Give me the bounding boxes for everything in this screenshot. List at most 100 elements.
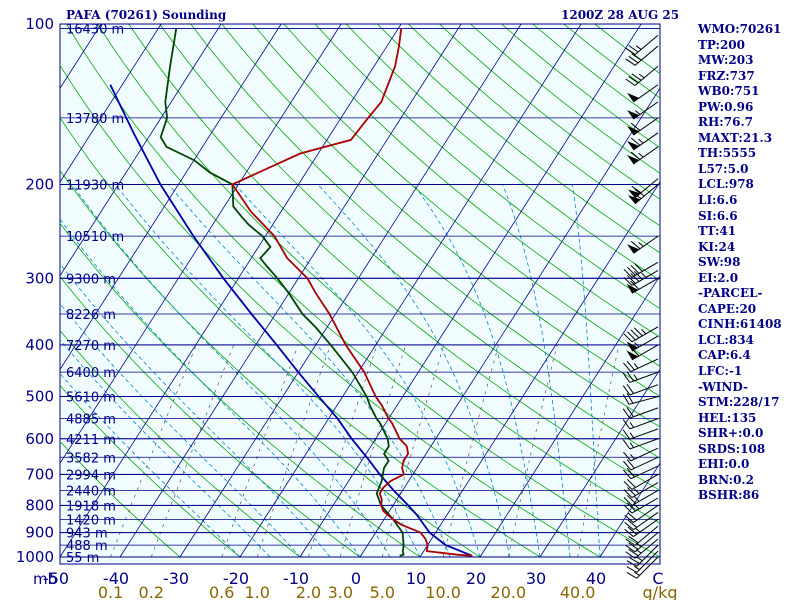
wind-barb-full-feather xyxy=(623,333,633,343)
wind-barb xyxy=(623,482,659,498)
temperature-tick-label: -30 xyxy=(163,569,189,588)
wind-barb-full-feather xyxy=(624,514,634,523)
isotherm xyxy=(60,24,402,558)
wind-barb-staff xyxy=(636,550,659,573)
wind-barb-full-feather xyxy=(628,535,639,544)
height-label: 5610 m xyxy=(66,391,116,406)
index-item: L57:5.0 xyxy=(698,161,749,176)
wind-barb-pennant xyxy=(627,244,640,254)
sounding-title: PAFA (70261) Sounding xyxy=(66,8,227,22)
pressure-axis-label: mb xyxy=(33,570,57,588)
wind-barb-staff xyxy=(629,428,659,440)
index-item: -PARCEL- xyxy=(698,286,763,301)
temperature-unit-label: C xyxy=(652,569,663,588)
wind-barb-full-feather xyxy=(627,266,636,276)
wind-barb-full-feather xyxy=(633,271,643,280)
wind-barb-full-feather xyxy=(625,78,636,86)
isotherm xyxy=(419,181,660,558)
wind-barb-half-feather xyxy=(634,342,640,348)
wind-barb-half-feather xyxy=(634,527,641,533)
wind-barb xyxy=(625,45,659,66)
wind-barb-staff xyxy=(633,504,659,523)
wind-barb-full-feather xyxy=(626,393,634,404)
wind-barb-staff xyxy=(630,456,659,471)
wind-barb-full-feather xyxy=(631,73,642,81)
wind-barb-full-feather xyxy=(630,264,640,274)
wind-barb-staff xyxy=(630,447,659,462)
wind-barb-full-feather xyxy=(625,538,636,546)
temperature-tick-label: 0 xyxy=(351,569,361,588)
wind-barb-full-feather xyxy=(622,408,631,419)
isotherm xyxy=(539,368,660,558)
index-item: SRDS:108 xyxy=(698,441,766,456)
wind-barb-half-feather xyxy=(638,73,645,79)
wind-barb-half-feather xyxy=(633,363,639,369)
wind-barb xyxy=(622,418,659,430)
wind-barb xyxy=(623,497,659,514)
temperature-tick-label: 30 xyxy=(526,569,546,588)
pressure-tick-label: 700 xyxy=(25,465,54,483)
wind-barb-staff xyxy=(634,538,659,559)
isotherm xyxy=(299,24,642,558)
wind-barb-full-feather xyxy=(630,122,641,131)
wind-barb-half-feather xyxy=(638,138,644,144)
wind-barb xyxy=(622,371,659,383)
mixing-ratio-label: 5.0 xyxy=(370,583,395,600)
wind-barb-pennant xyxy=(627,126,640,136)
wind-barb-staff xyxy=(630,465,659,480)
wind-barb-full-feather xyxy=(627,479,636,488)
wind-barb-full-feather xyxy=(627,512,638,521)
wind-barb-full-feather xyxy=(623,489,633,498)
wind-barb-full-feather xyxy=(628,55,639,64)
height-label: 3582 m xyxy=(66,451,116,466)
wind-barb-full-feather xyxy=(622,394,630,405)
wind-barb-full-feather xyxy=(633,327,643,337)
temperature-line xyxy=(231,28,473,557)
wind-barb xyxy=(627,101,659,120)
temperature-tick-label: -20 xyxy=(223,569,249,588)
isotherm xyxy=(60,24,342,464)
index-item: TH:5555 xyxy=(698,146,757,161)
index-item: FRZ:737 xyxy=(698,68,755,83)
height-label: 8226 m xyxy=(66,308,116,323)
wind-barb xyxy=(622,407,659,419)
height-label: 2994 m xyxy=(66,468,116,483)
height-label: 488 m xyxy=(66,539,108,554)
pressure-tick-label: 1000 xyxy=(16,548,54,566)
height-label: 1918 m xyxy=(66,499,116,514)
wind-barb-staff xyxy=(634,532,659,553)
wind-barb-half-feather xyxy=(634,504,640,510)
index-item: STM:228/17 xyxy=(698,395,780,410)
height-label: 1420 m xyxy=(66,513,116,528)
isotherm xyxy=(119,24,462,558)
wind-barb-pennant xyxy=(627,155,640,165)
wind-barb-staff xyxy=(628,396,659,405)
wind-barb-full-feather xyxy=(630,273,640,282)
wind-barb-full-feather xyxy=(623,277,633,286)
wind-barb-staff xyxy=(634,34,659,55)
wind-barb-staff xyxy=(631,482,659,498)
isotherm xyxy=(479,275,660,558)
wind-barb-half-feather xyxy=(633,374,638,380)
wind-barb-staff xyxy=(630,358,659,373)
wind-barb-full-feather xyxy=(627,331,636,341)
mixing-ratio-label: 3.0 xyxy=(328,583,353,600)
wind-barb xyxy=(623,270,659,286)
wind-barb-pennant xyxy=(627,92,640,102)
wind-barb-full-feather xyxy=(630,241,641,250)
wind-barb-half-feather xyxy=(638,152,644,158)
wind-barb-staff xyxy=(631,270,659,286)
wind-barb-full-feather xyxy=(628,548,639,557)
wind-barb-half-feather xyxy=(635,45,642,50)
moist-adiabat xyxy=(572,184,601,558)
wind-barb-staff xyxy=(631,489,659,506)
wind-barb-full-feather xyxy=(626,572,638,579)
wind-barb-full-feather xyxy=(627,519,638,528)
wind-barb xyxy=(624,512,659,531)
wind-barb-half-feather xyxy=(641,272,647,278)
wind-barb xyxy=(625,34,659,55)
wind-barb-full-feather xyxy=(625,544,636,553)
wind-barb-full-feather xyxy=(628,45,639,53)
wind-barb-full-feather xyxy=(624,528,634,537)
